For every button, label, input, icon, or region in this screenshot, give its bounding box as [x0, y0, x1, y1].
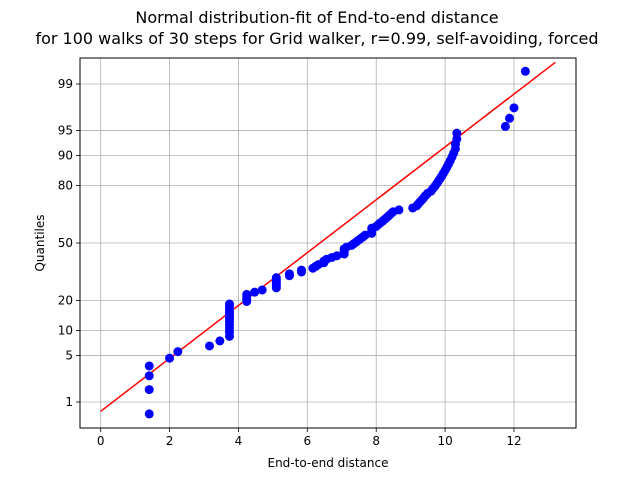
data-point — [505, 113, 515, 123]
data-point — [500, 121, 510, 131]
data-point — [144, 409, 154, 419]
x-tick-label: 6 — [304, 434, 312, 448]
y-tick-label: 1 — [65, 395, 73, 409]
data-point — [284, 269, 294, 279]
x-tick-label: 2 — [166, 434, 174, 448]
y-tick-label: 50 — [58, 236, 73, 250]
data-point — [242, 289, 252, 299]
data-point — [205, 341, 215, 351]
data-point — [271, 273, 281, 283]
y-tick-label: 99 — [58, 77, 73, 91]
data-point — [520, 66, 530, 76]
data-point — [509, 103, 519, 113]
y-tick-label: 80 — [58, 178, 73, 192]
data-point — [224, 299, 234, 309]
grid — [80, 58, 576, 428]
data-points — [144, 66, 530, 419]
data-point — [144, 361, 154, 371]
y-tick-label: 5 — [65, 348, 73, 362]
x-tick-label: 0 — [97, 434, 105, 448]
data-point — [144, 385, 154, 395]
data-point — [332, 251, 342, 261]
axis-ticks: 0 2 4 6 8 10 12 1 5 10 20 50 80 90 95 99 — [58, 77, 522, 448]
data-point — [173, 347, 183, 357]
chart-title-line-2: for 100 walks of 30 steps for Grid walke… — [35, 29, 598, 48]
x-tick-label: 10 — [437, 434, 452, 448]
data-point — [257, 285, 267, 295]
data-point — [250, 287, 260, 297]
x-tick-label: 4 — [235, 434, 243, 448]
data-point — [215, 336, 225, 346]
y-tick-label: 20 — [58, 294, 73, 308]
y-tick-label: 90 — [58, 148, 73, 162]
chart-title-line-1: Normal distribution-fit of End-to-end di… — [135, 8, 498, 27]
y-tick-label: 95 — [58, 124, 73, 138]
x-tick-label: 8 — [372, 434, 380, 448]
x-tick-label: 12 — [506, 434, 521, 448]
y-tick-label: 10 — [58, 324, 73, 338]
x-axis-label: End-to-end distance — [267, 456, 388, 470]
data-point — [452, 128, 462, 138]
data-point — [144, 371, 154, 381]
data-point — [394, 205, 404, 215]
data-point — [296, 265, 306, 275]
y-axis-label: Quantiles — [33, 214, 47, 271]
data-point — [165, 353, 175, 363]
